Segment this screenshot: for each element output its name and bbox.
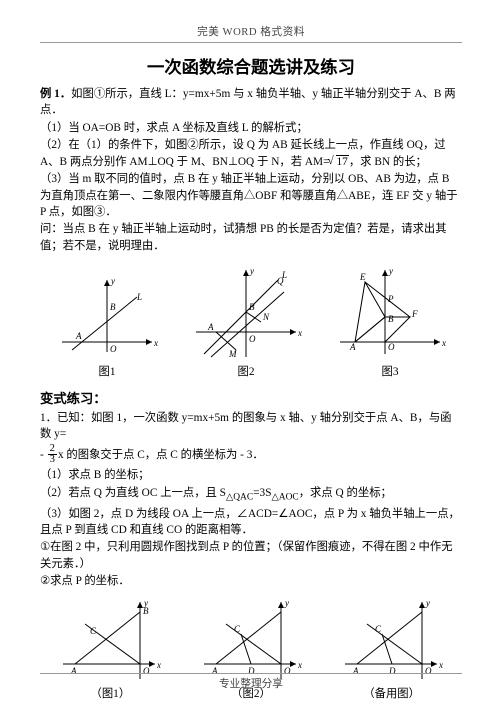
fig2-caption: 图2 bbox=[186, 364, 306, 380]
svg-text:x: x bbox=[156, 660, 161, 670]
svg-text:L: L bbox=[281, 270, 287, 280]
svg-text:x: x bbox=[297, 328, 302, 338]
fig3-caption: 图3 bbox=[330, 364, 450, 380]
svg-text:C: C bbox=[375, 624, 382, 634]
sqrt-17: 17 bbox=[330, 154, 349, 170]
page: 完美 WORD 格式资料 一次函数综合题选讲及练习 例 1．如图①所示，直线 L… bbox=[0, 0, 502, 711]
svg-text:B: B bbox=[388, 314, 394, 324]
svg-text:F: F bbox=[411, 309, 418, 319]
footer: 专业整理分享 bbox=[40, 673, 462, 691]
figure-1: x y A B O L 图1 bbox=[52, 272, 162, 380]
svg-text:P: P bbox=[387, 294, 394, 304]
svg-text:A: A bbox=[75, 331, 82, 341]
svg-text:B: B bbox=[110, 302, 116, 312]
svg-text:E: E bbox=[359, 272, 366, 282]
figure-3: x y A O B E F P 图3 bbox=[330, 262, 450, 380]
svg-text:B: B bbox=[249, 302, 255, 312]
svg-text:N: N bbox=[262, 312, 270, 322]
svg-text:y: y bbox=[110, 276, 115, 286]
svg-text:y: y bbox=[284, 598, 289, 608]
svg-text:O: O bbox=[388, 342, 395, 352]
svg-text:A: A bbox=[207, 322, 214, 332]
example-head: 例 1． bbox=[40, 88, 71, 100]
svg-text:y: y bbox=[249, 266, 254, 276]
practice-q2: （2）若点 Q 为直线 OC 上一点，且 S△QAC=3S△AOC，求点 Q 的… bbox=[40, 485, 462, 505]
practice-q3-1: ①①在图 2 中，只利用圆规作图找到点 P 的位置；（保留作图痕迹，不得在图 2… bbox=[40, 539, 462, 572]
practice-1a: 1．已知：如图 1，一次函数 y=mx+5m 的图象与 x 轴、y 轴分别交于点… bbox=[40, 410, 462, 443]
svg-text:O: O bbox=[249, 334, 256, 344]
svg-text:M: M bbox=[228, 349, 237, 359]
svg-text:C: C bbox=[234, 624, 241, 634]
example-intro: 例 1．如图①所示，直线 L：y=mx+5m 与 x 轴负半轴、y 轴正半轴分别… bbox=[40, 86, 462, 119]
svg-text:B: B bbox=[143, 606, 149, 616]
svg-text:x: x bbox=[438, 660, 443, 670]
example-q2: （2）在（1）的条件下，如图②所示，设 Q 为 AB 延长线上一点，作直线 OQ… bbox=[40, 137, 462, 170]
example-q3a: （3）当 m 取不同的值时，点 B 在 y 轴正半轴上运动，分别以 OB、AB … bbox=[40, 171, 462, 220]
page-title: 一次函数综合题选讲及练习 bbox=[40, 53, 462, 78]
footer-label: 专业整理分享 bbox=[219, 679, 283, 690]
practice-1b: - 23x 的图象交于点 C，点 C 的横坐标为 - 3． bbox=[40, 444, 462, 466]
header-label: 完美 WORD 格式资料 bbox=[40, 24, 462, 39]
practice-q3-2: ②求点 P 的坐标． bbox=[40, 573, 462, 589]
practice-q3: （3）如图 2，点 D 为线段 OA 上一点，∠ACD=∠AOC，点 P 为 x… bbox=[40, 506, 462, 539]
svg-text:O: O bbox=[110, 344, 117, 354]
svg-text:x: x bbox=[153, 338, 158, 348]
svg-text:A: A bbox=[349, 342, 356, 352]
svg-text:L: L bbox=[136, 292, 142, 302]
svg-text:y: y bbox=[425, 598, 430, 608]
svg-text:x: x bbox=[441, 338, 446, 348]
fig1-caption: 图1 bbox=[52, 364, 162, 380]
figure-2: x y A B O Q M N L 图2 bbox=[186, 262, 306, 380]
example-q1: （1）当 OA=OB 时，求点 A 坐标及直线 L 的解析式； bbox=[40, 120, 462, 136]
fraction-2-3: 23 bbox=[48, 444, 57, 466]
figure-row-1: x y A B O L 图1 bbox=[40, 262, 462, 380]
svg-text:x: x bbox=[297, 660, 302, 670]
header-rule bbox=[40, 42, 462, 43]
practice-head: 变式练习： bbox=[40, 389, 462, 408]
body-text: 例 1．如图①所示，直线 L：y=mx+5m 与 x 轴负半轴、y 轴正半轴分别… bbox=[40, 86, 462, 702]
practice-q1: （1）求点 B 的坐标； bbox=[40, 467, 462, 483]
svg-text:y: y bbox=[388, 266, 393, 276]
svg-text:C: C bbox=[90, 626, 97, 636]
example-q3b: 问：当点 B 在 y 轴正半轴上运动时，试猜想 PB 的长是否为定值？若是，请求… bbox=[40, 221, 462, 254]
